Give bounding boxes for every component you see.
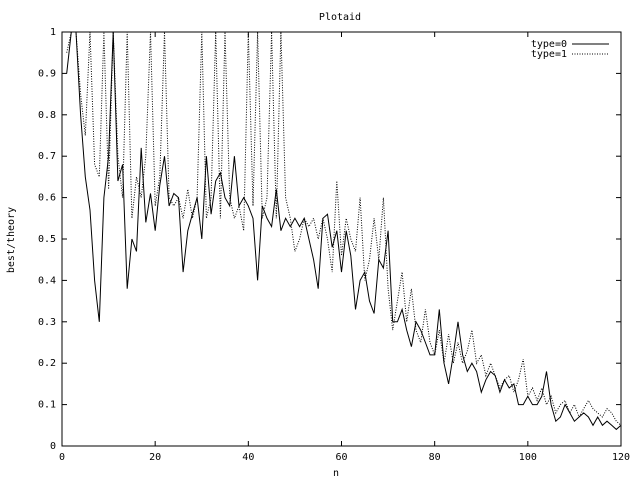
y-tick-label: 0.6 [38,193,56,204]
x-tick-label: 0 [59,452,65,463]
y-tick-label: 0 [50,441,56,452]
x-tick-label: 120 [612,452,630,463]
series-line-type-0 [66,31,622,431]
y-tick-label: 0.9 [38,68,56,79]
x-tick-label: 80 [429,452,441,463]
chart-title: Plotaid [319,12,361,23]
series-line-type-1 [66,31,622,426]
y-tick-label: 0.2 [38,358,56,369]
x-tick-label: 40 [242,452,254,463]
y-tick-label: 0.5 [38,234,56,245]
series-layer [66,31,622,431]
legend-label: type=1 [531,49,567,60]
legend-label: type=0 [531,39,567,50]
y-axis-label: best/theory [6,207,17,273]
x-tick-label: 20 [149,452,161,463]
axes: 0 20 40 60 80 100 120 0 0.1 0.2 0.3 0.4 0.5 0.6 0.7 0.8… [38,27,630,463]
y-tick-label: 0.7 [38,151,56,162]
x-axis-label: n [333,468,339,479]
plot-area-frame [61,31,622,447]
y-tick-label: 1 [50,27,56,38]
x-tick-label: 100 [519,452,537,463]
y-tick-label: 0.4 [38,275,56,286]
x-tick-label: 60 [335,452,347,463]
y-tick-label: 0.1 [38,400,56,411]
y-tick-label: 0.3 [38,317,56,328]
y-tick-label: 0.8 [38,110,56,121]
